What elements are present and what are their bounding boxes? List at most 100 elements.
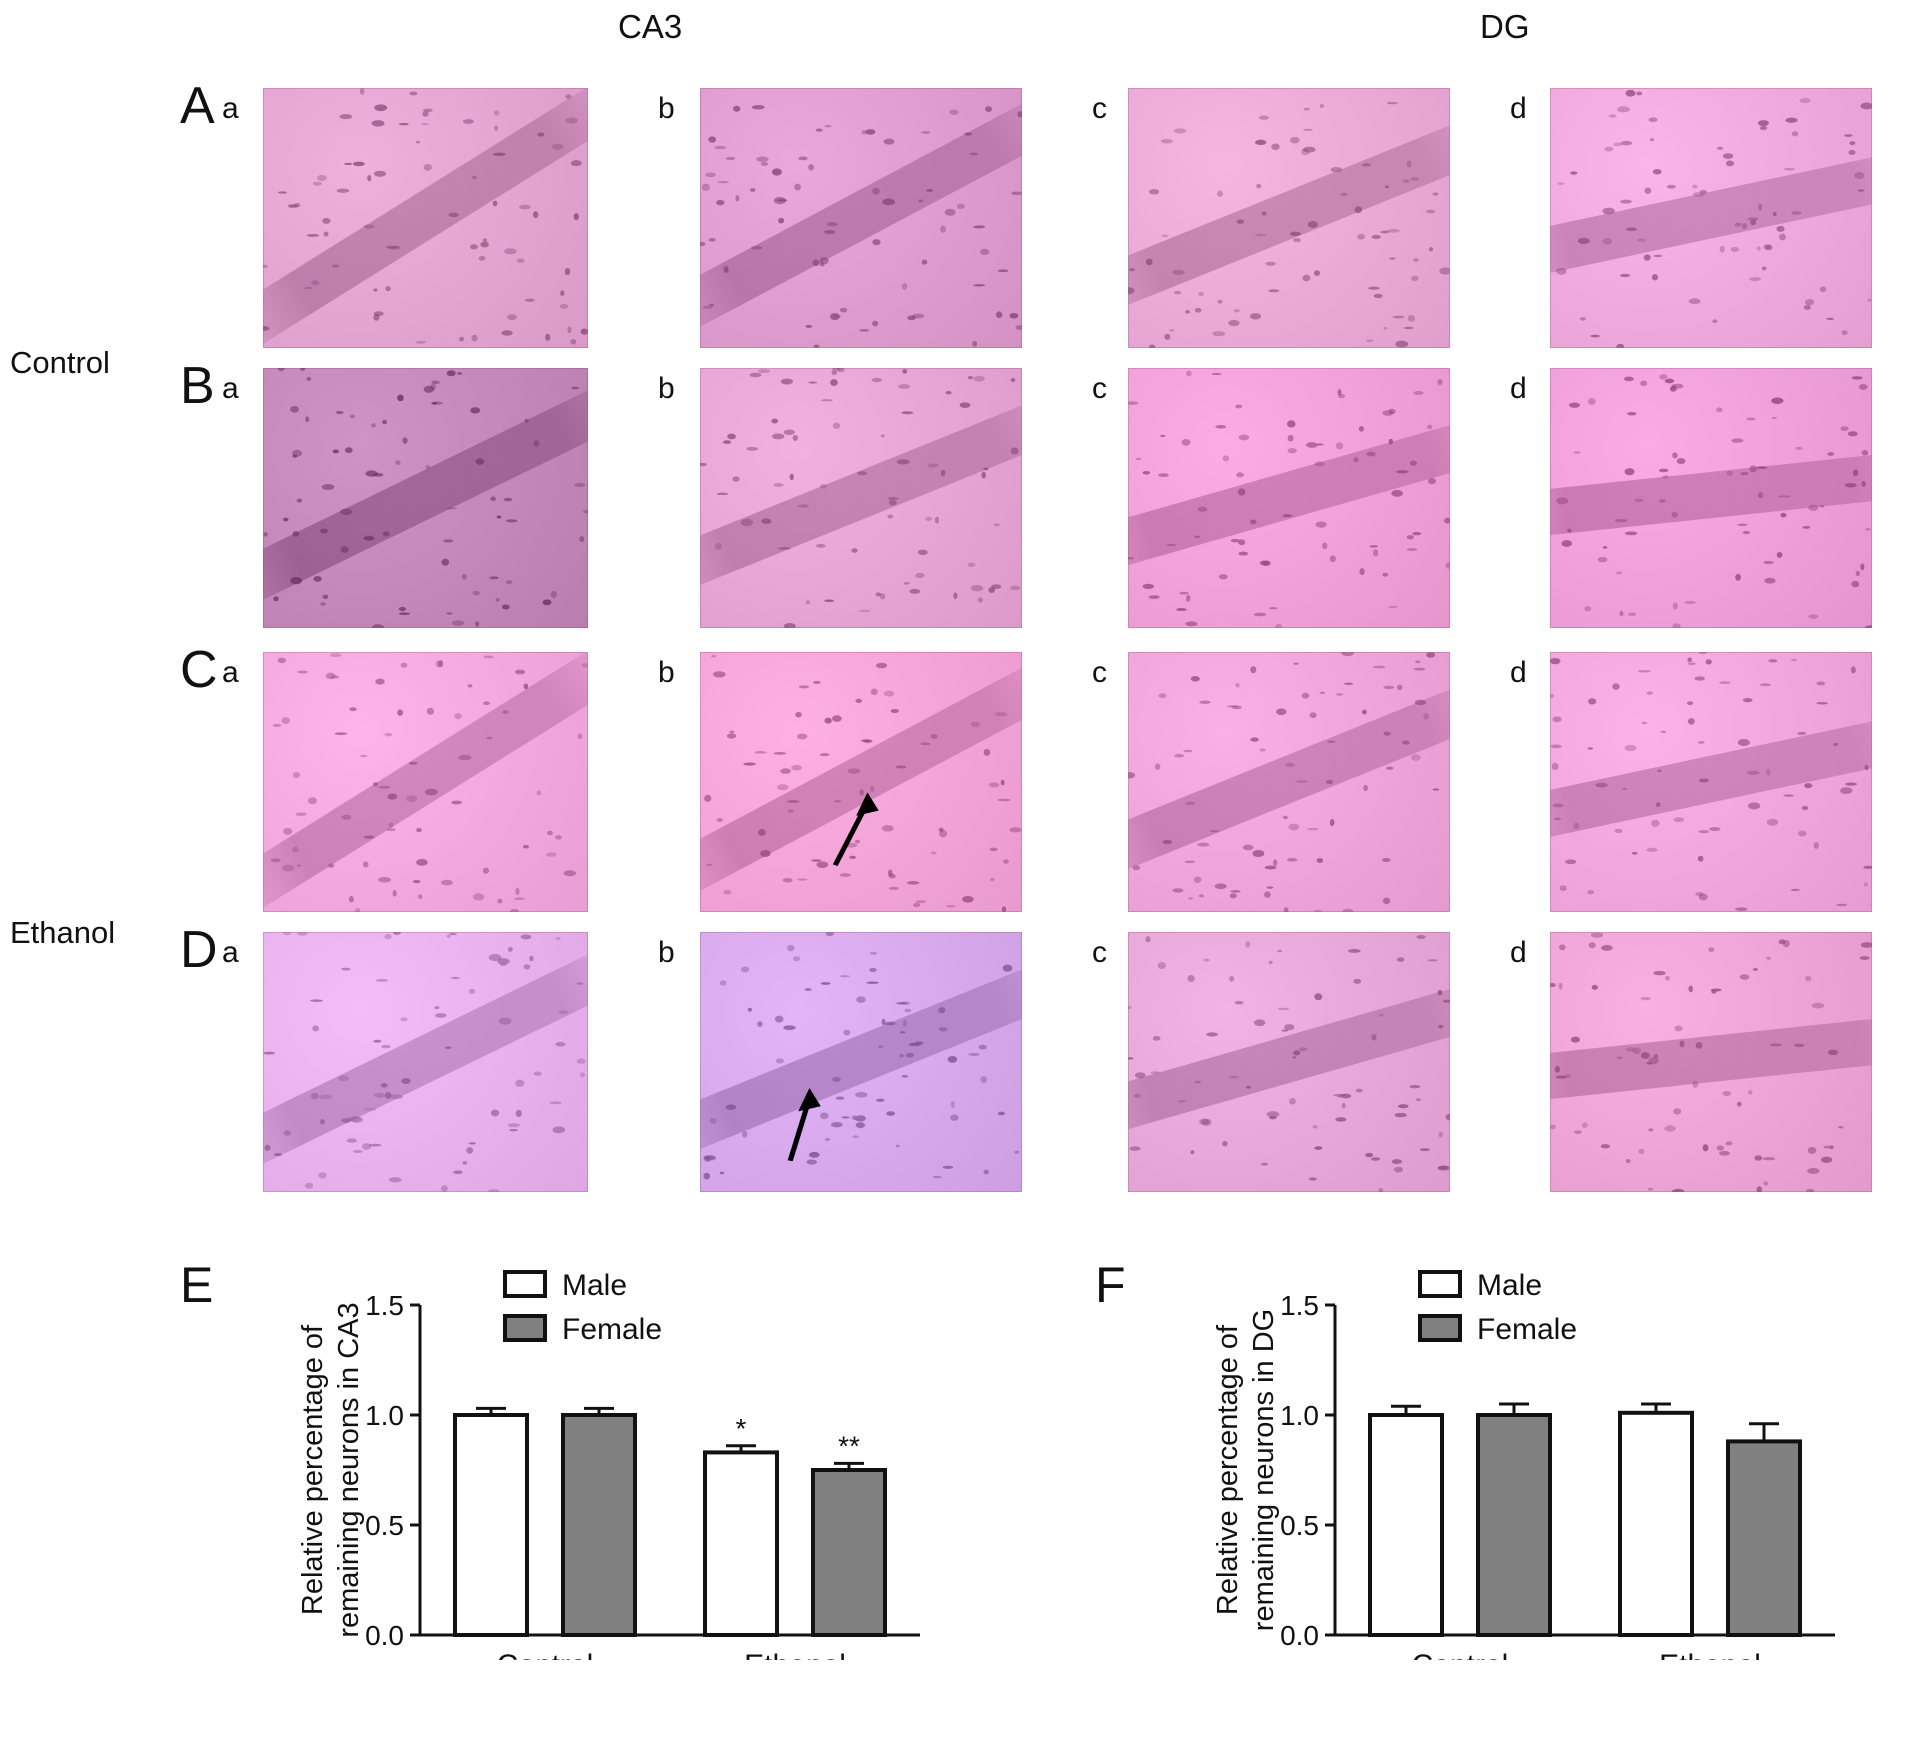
nucleus — [773, 483, 784, 487]
nucleus — [1289, 1097, 1296, 1105]
nucleus — [468, 988, 476, 994]
nucleus — [1423, 713, 1429, 720]
nucleus — [482, 238, 487, 242]
micrograph-ba — [263, 368, 588, 628]
nucleus — [1863, 865, 1872, 869]
nucleus — [1758, 120, 1769, 127]
nucleus — [825, 932, 834, 937]
nucleus — [546, 852, 557, 857]
nucleus — [1808, 504, 1819, 512]
bar-female-ethanol — [1726, 1439, 1802, 1637]
nucleus — [1406, 548, 1418, 551]
nucleus — [320, 1119, 325, 1125]
nucleus — [1622, 787, 1628, 791]
nucleus — [1413, 667, 1426, 671]
nucleus — [1570, 1036, 1580, 1043]
nucleus — [1313, 270, 1321, 276]
nucleus — [1776, 552, 1783, 558]
nucleus — [912, 902, 921, 908]
nucleus — [708, 237, 716, 242]
cell-nuclei — [1550, 652, 1872, 911]
nucleus — [1597, 556, 1608, 563]
nucleus — [283, 1130, 292, 1136]
nucleus — [378, 877, 392, 883]
y-tick-label: 0.0 — [365, 1620, 404, 1651]
nucleus — [386, 828, 396, 832]
nucleus — [1746, 417, 1756, 421]
nucleus — [1001, 906, 1007, 912]
nucleus — [363, 224, 375, 229]
nucleus — [408, 761, 418, 765]
micrograph-cd — [1550, 652, 1872, 912]
nucleus — [1358, 426, 1365, 432]
nucleus — [478, 255, 486, 261]
nucleus — [930, 851, 937, 855]
nucleus — [505, 519, 518, 523]
nucleus — [1303, 128, 1313, 131]
nucleus — [757, 369, 771, 374]
nucleus — [1816, 701, 1828, 705]
nucleus — [812, 681, 821, 684]
cell-nuclei — [700, 105, 1022, 348]
nucleus — [901, 411, 914, 415]
nucleus — [1742, 697, 1753, 703]
nucleus — [509, 1129, 518, 1132]
nucleus — [1859, 384, 1868, 390]
nucleus — [1222, 1140, 1228, 1147]
nucleus — [373, 170, 387, 177]
nucleus — [973, 284, 986, 287]
nucleus — [453, 1170, 463, 1175]
nucleus — [397, 394, 404, 402]
nucleus — [1145, 936, 1151, 943]
nucleus — [701, 183, 710, 191]
nucleus — [1407, 315, 1416, 322]
nucleus — [483, 701, 490, 706]
nucleus — [1553, 817, 1562, 821]
nucleus — [993, 523, 1000, 527]
nucleus — [881, 1018, 886, 1026]
nucleus — [381, 1044, 391, 1049]
nucleus — [1245, 1085, 1251, 1089]
nucleus — [841, 1116, 850, 1119]
nucleus — [1816, 681, 1826, 686]
nucleus — [899, 1031, 906, 1034]
nucleus — [520, 934, 532, 940]
nucleus — [757, 1021, 763, 1027]
nucleus — [754, 751, 767, 754]
nucleus — [515, 887, 520, 895]
nucleus — [816, 543, 826, 548]
nucleus — [1829, 1145, 1834, 1150]
nucleus — [1819, 286, 1827, 293]
nucleus — [401, 1077, 411, 1085]
nucleus — [742, 1130, 748, 1138]
nucleus — [470, 244, 478, 250]
nucleus — [1587, 890, 1594, 895]
nucleus — [441, 879, 453, 886]
nucleus — [1228, 1075, 1240, 1079]
nucleus — [1164, 333, 1171, 340]
nucleus — [1811, 1002, 1825, 1009]
nucleus — [551, 143, 564, 150]
nucleus — [1551, 762, 1559, 771]
nucleus — [1664, 1125, 1676, 1132]
nucleus — [901, 282, 908, 290]
nucleus — [341, 814, 352, 820]
nucleus — [896, 459, 910, 465]
nucleus — [516, 258, 525, 263]
nucleus — [272, 723, 282, 727]
nucleus — [1742, 530, 1751, 535]
nucleus — [1698, 830, 1710, 834]
nucleus — [1335, 442, 1344, 450]
nucleus — [1602, 238, 1613, 245]
nucleus — [915, 900, 927, 904]
nucleus — [400, 662, 408, 668]
nucleus — [1128, 268, 1135, 272]
nucleus — [906, 881, 920, 885]
nucleus — [1577, 237, 1590, 245]
legend-label-male: Male — [1477, 1269, 1542, 1302]
nucleus — [700, 241, 706, 247]
nucleus — [751, 105, 765, 110]
nucleus — [1748, 802, 1761, 810]
nucleus — [1002, 964, 1013, 972]
nucleus — [373, 1039, 382, 1043]
